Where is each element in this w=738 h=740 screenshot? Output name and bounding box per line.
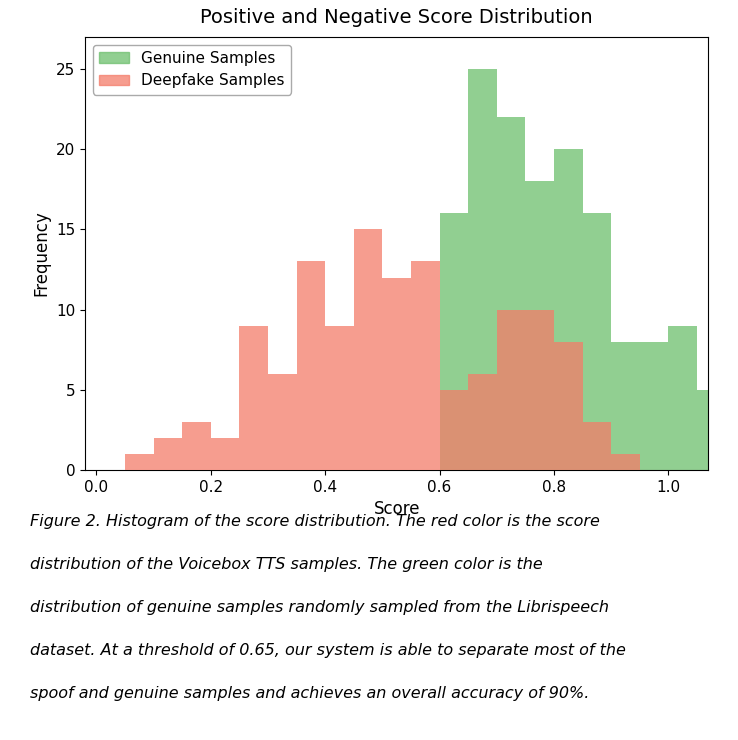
Text: Figure 2. Histogram of the score distribution. The red color is the score: Figure 2. Histogram of the score distrib… <box>30 514 599 529</box>
Bar <box>239 326 268 470</box>
Bar <box>325 326 354 470</box>
Bar <box>611 454 640 470</box>
Text: distribution of genuine samples randomly sampled from the Librispeech: distribution of genuine samples randomly… <box>30 600 609 615</box>
Bar <box>554 149 582 470</box>
Bar <box>182 422 211 470</box>
Bar <box>669 326 697 470</box>
Bar <box>354 229 382 470</box>
Bar <box>125 454 154 470</box>
Text: spoof and genuine samples and achieves an overall accuracy of 90%.: spoof and genuine samples and achieves a… <box>30 686 589 701</box>
X-axis label: Score: Score <box>373 500 420 518</box>
Bar <box>525 181 554 470</box>
Bar <box>411 261 440 470</box>
Bar <box>154 438 182 470</box>
Text: dataset. At a threshold of 0.65, our system is able to separate most of the: dataset. At a threshold of 0.65, our sys… <box>30 643 625 658</box>
Bar <box>497 117 525 470</box>
Bar <box>525 309 554 470</box>
Bar <box>440 390 468 470</box>
Bar <box>497 309 525 470</box>
Y-axis label: Frequency: Frequency <box>32 211 50 296</box>
Bar <box>640 342 669 470</box>
Bar <box>468 374 497 470</box>
Bar <box>211 438 239 470</box>
Bar <box>582 422 611 470</box>
Bar <box>697 390 725 470</box>
Bar <box>440 213 468 470</box>
Bar <box>382 278 411 470</box>
Bar <box>297 261 325 470</box>
Bar <box>582 213 611 470</box>
Bar <box>268 374 297 470</box>
Legend: Genuine Samples, Deepfake Samples: Genuine Samples, Deepfake Samples <box>92 44 291 95</box>
Bar <box>611 342 640 470</box>
Bar <box>468 69 497 470</box>
Title: Positive and Negative Score Distribution: Positive and Negative Score Distribution <box>200 8 593 27</box>
Bar <box>554 342 582 470</box>
Text: distribution of the Voicebox TTS samples. The green color is the: distribution of the Voicebox TTS samples… <box>30 557 542 572</box>
